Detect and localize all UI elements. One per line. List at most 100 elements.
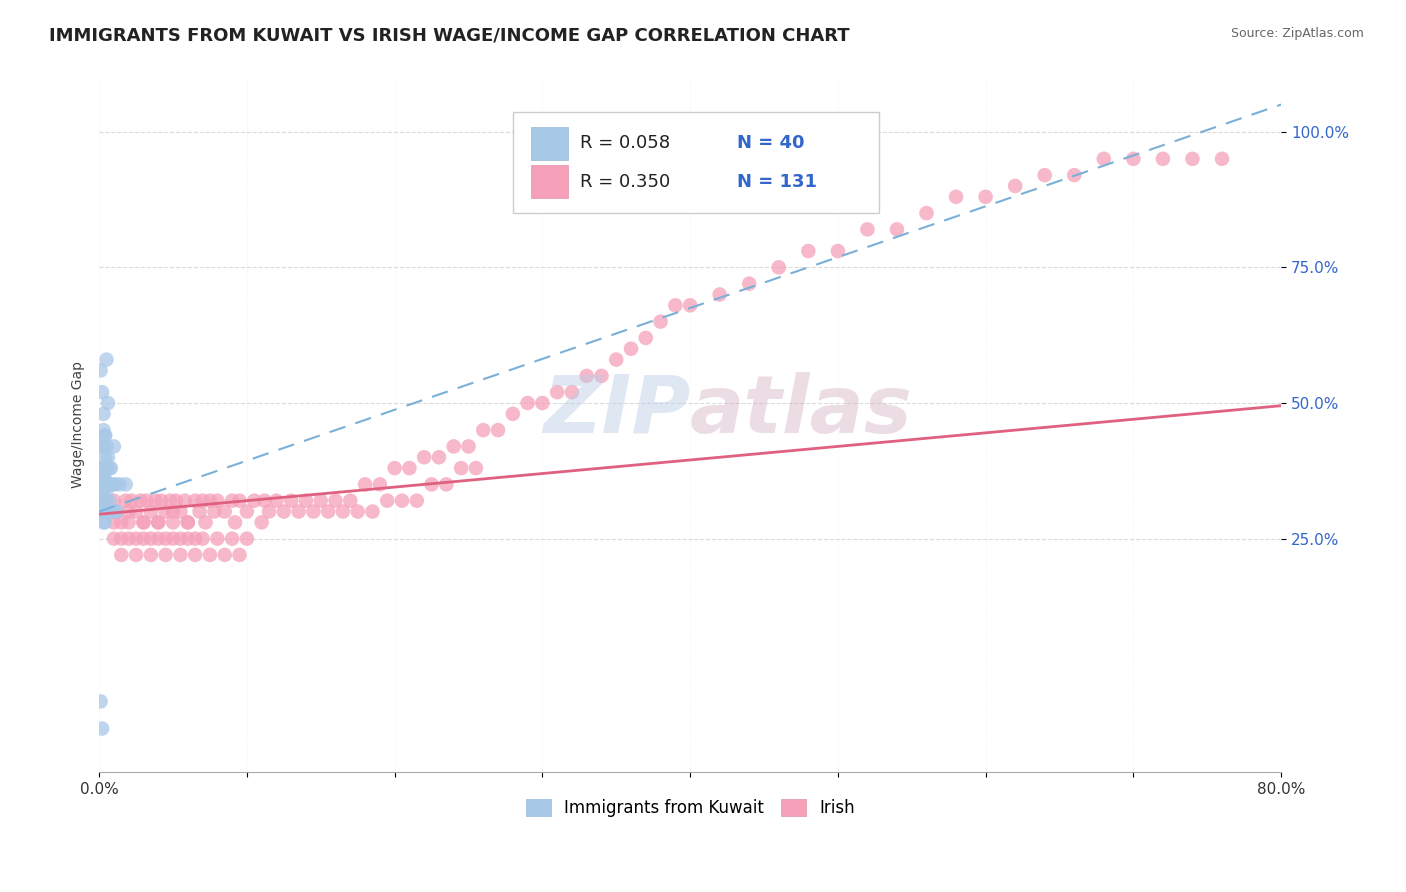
Point: [103, 532, 125, 546]
Point: [257, 504, 280, 518]
Point: [221, 532, 243, 546]
Point: [427, 450, 450, 465]
Point: [1211, 152, 1233, 166]
Point: [339, 493, 361, 508]
Point: [856, 222, 879, 236]
Point: [155, 532, 177, 546]
Point: [94, 450, 117, 465]
Point: [105, 504, 128, 518]
Point: [96, 461, 118, 475]
Point: [391, 493, 413, 508]
Point: [114, 493, 136, 508]
Point: [472, 423, 495, 437]
Point: [207, 493, 229, 508]
Point: [398, 461, 420, 475]
Text: Source: ZipAtlas.com: Source: ZipAtlas.com: [1230, 27, 1364, 40]
Point: [96, 504, 118, 518]
Point: [827, 244, 849, 258]
Point: [184, 493, 207, 508]
Point: [236, 504, 259, 518]
Point: [94, 428, 117, 442]
Point: [155, 548, 177, 562]
Point: [135, 493, 157, 508]
Point: [118, 504, 141, 518]
Point: [94, 493, 117, 508]
Point: [250, 516, 273, 530]
Point: [738, 277, 761, 291]
Point: [96, 483, 118, 497]
Point: [91, 483, 114, 497]
Point: [194, 516, 217, 530]
Point: [103, 493, 125, 508]
Point: [125, 532, 148, 546]
Point: [91, 385, 114, 400]
Point: [91, 472, 114, 486]
Point: [100, 461, 122, 475]
Point: [531, 396, 554, 410]
Point: [125, 504, 148, 518]
Point: [420, 477, 443, 491]
Bar: [530, 165, 568, 198]
Point: [90, 472, 112, 486]
Point: [886, 222, 908, 236]
Point: [797, 244, 820, 258]
Point: [309, 493, 332, 508]
Point: [101, 477, 124, 491]
Point: [915, 206, 938, 220]
Point: [139, 532, 162, 546]
Point: [191, 493, 214, 508]
Text: IMMIGRANTS FROM KUWAIT VS IRISH WAGE/INCOME GAP CORRELATION CHART: IMMIGRANTS FROM KUWAIT VS IRISH WAGE/INC…: [49, 27, 849, 45]
Point: [108, 477, 131, 491]
Point: [228, 548, 250, 562]
Point: [443, 439, 465, 453]
Point: [361, 504, 384, 518]
Point: [94, 428, 117, 442]
Point: [104, 477, 127, 491]
Point: [295, 493, 318, 508]
Point: [97, 396, 120, 410]
Point: [91, 439, 114, 453]
Y-axis label: Wage/Income Gap: Wage/Income Gap: [72, 361, 86, 488]
Point: [118, 516, 141, 530]
Point: [266, 493, 288, 508]
Point: [129, 493, 152, 508]
Point: [93, 461, 115, 475]
Point: [207, 532, 229, 546]
Point: [1122, 152, 1144, 166]
Point: [253, 493, 276, 508]
Point: [450, 461, 472, 475]
Point: [110, 516, 132, 530]
Point: [90, 694, 112, 708]
Point: [650, 315, 672, 329]
Point: [709, 287, 731, 301]
Point: [354, 477, 377, 491]
Point: [457, 439, 479, 453]
Point: [620, 342, 643, 356]
Point: [90, 504, 112, 518]
Point: [93, 423, 115, 437]
Point: [169, 504, 191, 518]
Point: [121, 493, 143, 508]
Point: [165, 493, 187, 508]
Point: [162, 504, 184, 518]
Point: [150, 493, 173, 508]
Point: [114, 477, 136, 491]
Point: [132, 516, 155, 530]
Point: [236, 532, 259, 546]
Point: [90, 363, 112, 377]
Point: [96, 352, 118, 367]
Point: [105, 504, 128, 518]
Point: [228, 493, 250, 508]
Point: [202, 504, 225, 518]
Point: [561, 385, 583, 400]
Point: [93, 483, 115, 497]
Point: [273, 504, 295, 518]
Point: [103, 439, 125, 453]
Point: [198, 548, 221, 562]
Point: [316, 504, 339, 518]
Point: [191, 532, 214, 546]
Point: [143, 493, 166, 508]
Point: [184, 532, 207, 546]
Point: [90, 493, 112, 508]
Point: [91, 722, 114, 736]
